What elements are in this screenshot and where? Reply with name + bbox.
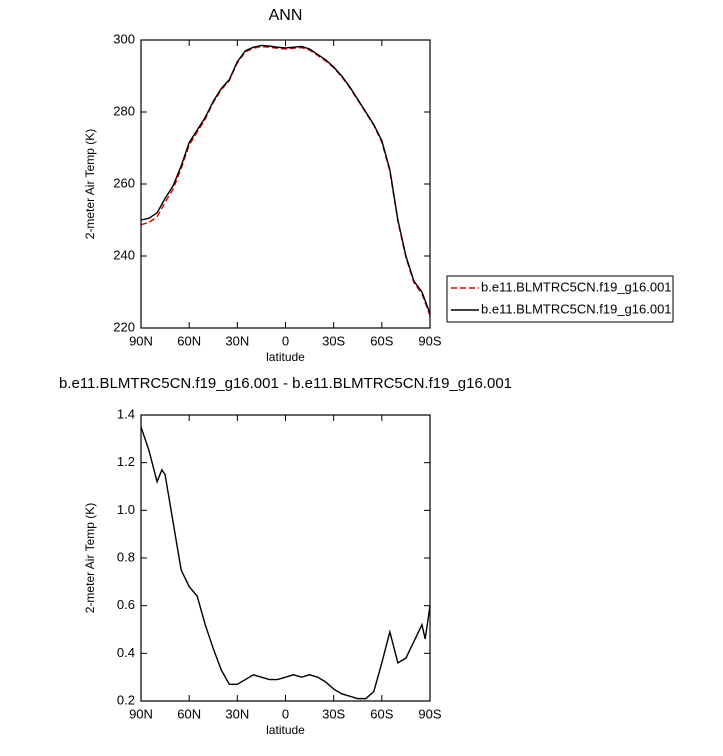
y-tick-label: 0.6: [117, 597, 135, 612]
data-line: [140, 45, 431, 317]
x-tick-label: 30N: [225, 706, 249, 721]
x-tick-label: 90N: [129, 706, 153, 721]
legend-box: [446, 275, 674, 323]
x-tick-label: 90S: [418, 706, 441, 721]
legend-label: b.e11.BLMTRC5CN.f19_g16.001: [481, 279, 672, 294]
x-tick-label: 30S: [322, 706, 345, 721]
x-tick-label: 30S: [322, 333, 345, 348]
y-tick-label: 1.0: [117, 502, 135, 517]
x-tick-label: 90S: [418, 333, 441, 348]
data-line: [140, 426, 431, 700]
y-tick-label: 0.8: [117, 549, 135, 564]
x-tick-label: 90N: [129, 333, 153, 348]
y-axis-label: 2-meter Air Temp (K): [83, 129, 97, 239]
x-axis-label: latitude: [266, 723, 305, 737]
chart-title: b.e11.BLMTRC5CN.f19_g16.001 - b.e11.BLMT…: [59, 375, 512, 392]
plot-frame: [140, 39, 431, 329]
y-tick-label: 260: [113, 175, 135, 190]
y-tick-label: 280: [113, 103, 135, 118]
x-tick-label: 60S: [370, 706, 393, 721]
y-tick-label: 0.4: [117, 645, 135, 660]
chart-title: ANN: [269, 7, 303, 24]
x-tick-label: 60N: [177, 333, 201, 348]
legend-label: b.e11.BLMTRC5CN.f19_g16.001: [481, 301, 672, 316]
y-tick-label: 1.4: [117, 406, 135, 421]
x-axis-label: latitude: [266, 350, 305, 364]
y-tick-label: 300: [113, 31, 135, 46]
y-tick-label: 0.2: [117, 692, 135, 707]
x-tick-label: 30N: [225, 333, 249, 348]
y-tick-label: 1.2: [117, 454, 135, 469]
x-tick-label: 0: [282, 706, 289, 721]
x-tick-label: 60S: [370, 333, 393, 348]
plot-frame: [140, 414, 431, 702]
data-line: [140, 44, 431, 314]
x-tick-label: 0: [282, 333, 289, 348]
x-tick-label: 60N: [177, 706, 201, 721]
y-tick-label: 220: [113, 319, 135, 334]
y-tick-label: 240: [113, 247, 135, 262]
y-axis-label: 2-meter Air Temp (K): [83, 503, 97, 613]
